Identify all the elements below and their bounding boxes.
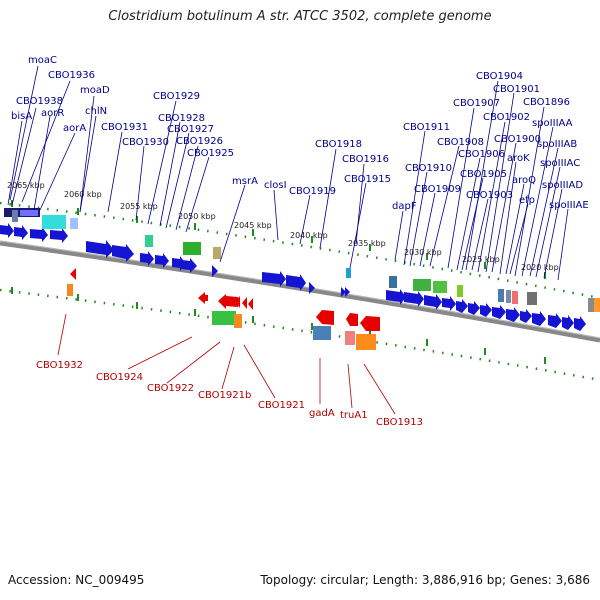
gene-label: CBO1931 bbox=[101, 122, 148, 133]
gene-label: CBO1916 bbox=[342, 154, 389, 165]
svg-text:2025 kbp: 2025 kbp bbox=[462, 255, 500, 264]
gene-label: moaC bbox=[28, 55, 57, 66]
feature-blocks bbox=[4, 208, 600, 350]
gene-label: CBO1924 bbox=[96, 372, 143, 383]
gene-label: CBO1915 bbox=[344, 174, 391, 185]
svg-text:2020 kbp: 2020 kbp bbox=[521, 263, 559, 272]
gene-label: CBO1938 bbox=[16, 96, 63, 107]
gene-label: CBO1927 bbox=[167, 124, 214, 135]
top-gene-labels: moaC CBO1936 CBO1938 moaD aorR bisA aorA… bbox=[11, 55, 589, 212]
gene-label: CBO1903 bbox=[466, 190, 513, 201]
gene-label: CBO1904 bbox=[476, 71, 523, 82]
scale-ticks bbox=[11, 200, 546, 364]
gene-label: CBO1911 bbox=[403, 122, 450, 133]
svg-text:2040 kbp: 2040 kbp bbox=[290, 231, 328, 240]
gene-label: CBO1906 bbox=[458, 149, 505, 160]
gene-label: chlN bbox=[85, 106, 107, 117]
gene-label: aorA bbox=[63, 123, 86, 134]
gene-label: CBO1921b bbox=[198, 390, 251, 401]
bottom-gene-labels: CBO1932 CBO1924 CBO1922 CBO1921b CBO1921… bbox=[36, 360, 423, 428]
gene-label: truA1 bbox=[340, 410, 368, 421]
bottom-leader-lines bbox=[57, 313, 396, 415]
gene-label: dapF bbox=[392, 201, 417, 212]
svg-text:2035 kbp: 2035 kbp bbox=[348, 239, 386, 248]
top-leader-lines bbox=[7, 65, 569, 281]
gene-label: CBO1930 bbox=[122, 137, 169, 148]
gene-label: aroQ bbox=[512, 175, 536, 186]
gene-label: CBO1929 bbox=[153, 91, 200, 102]
gene-label: CBO1936 bbox=[48, 70, 95, 81]
gene-label: closI bbox=[264, 180, 287, 191]
gene-label: CBO1900 bbox=[494, 134, 541, 145]
gene-label: CBO1922 bbox=[147, 383, 194, 394]
gene-label: CBO1909 bbox=[414, 184, 461, 195]
gene-label: moaD bbox=[80, 85, 110, 96]
svg-text:2045 kbp: 2045 kbp bbox=[234, 221, 272, 230]
gene-label: msrA bbox=[232, 176, 258, 187]
gene-label: CBO1925 bbox=[187, 148, 234, 159]
gene-label: CBO1926 bbox=[176, 136, 223, 147]
gene-label: CBO1896 bbox=[523, 97, 570, 108]
gene-label: spoIIIAA bbox=[532, 118, 573, 129]
gene-label: aorR bbox=[41, 108, 64, 119]
gene-label: spoIIIAE bbox=[549, 200, 589, 211]
gene-label: CBO1913 bbox=[376, 417, 423, 428]
lower-scale-line bbox=[0, 288, 600, 382]
svg-text:2065 kbp: 2065 kbp bbox=[7, 181, 45, 190]
gene-label: gadA bbox=[309, 408, 335, 419]
gene-label: CBO1908 bbox=[437, 137, 484, 148]
gene-label: CBO1928 bbox=[158, 113, 205, 124]
svg-text:2050 kbp: 2050 kbp bbox=[178, 212, 216, 221]
gene-label: CBO1901 bbox=[493, 84, 540, 95]
forward-genes bbox=[0, 223, 586, 331]
gene-label: CBO1902 bbox=[483, 112, 530, 123]
gene-label: efp bbox=[519, 195, 535, 206]
gene-label: CBO1905 bbox=[460, 169, 507, 180]
gene-label: aroK bbox=[507, 153, 530, 164]
topology-text: Topology: circular; Length: 3,886,916 bp… bbox=[260, 573, 590, 587]
svg-text:2055 kbp: 2055 kbp bbox=[120, 202, 158, 211]
gene-label: CBO1921 bbox=[258, 400, 305, 411]
gene-label: CBO1907 bbox=[453, 98, 500, 109]
gene-label: spoIIIAC bbox=[540, 158, 580, 169]
accession-text: Accession: NC_009495 bbox=[8, 573, 145, 587]
gene-label: spoIIIAB bbox=[537, 139, 577, 150]
gene-label: CBO1932 bbox=[36, 360, 83, 371]
gene-label: CBO1919 bbox=[289, 186, 336, 197]
gene-label: spoIIIAD bbox=[542, 180, 583, 191]
reverse-genes bbox=[70, 268, 380, 331]
map-title: Clostridium botulinum A str. ATCC 3502, … bbox=[108, 9, 492, 24]
gene-label: CBO1910 bbox=[405, 163, 452, 174]
gene-label: CBO1918 bbox=[315, 139, 362, 150]
gene-label: bisA bbox=[11, 111, 32, 122]
